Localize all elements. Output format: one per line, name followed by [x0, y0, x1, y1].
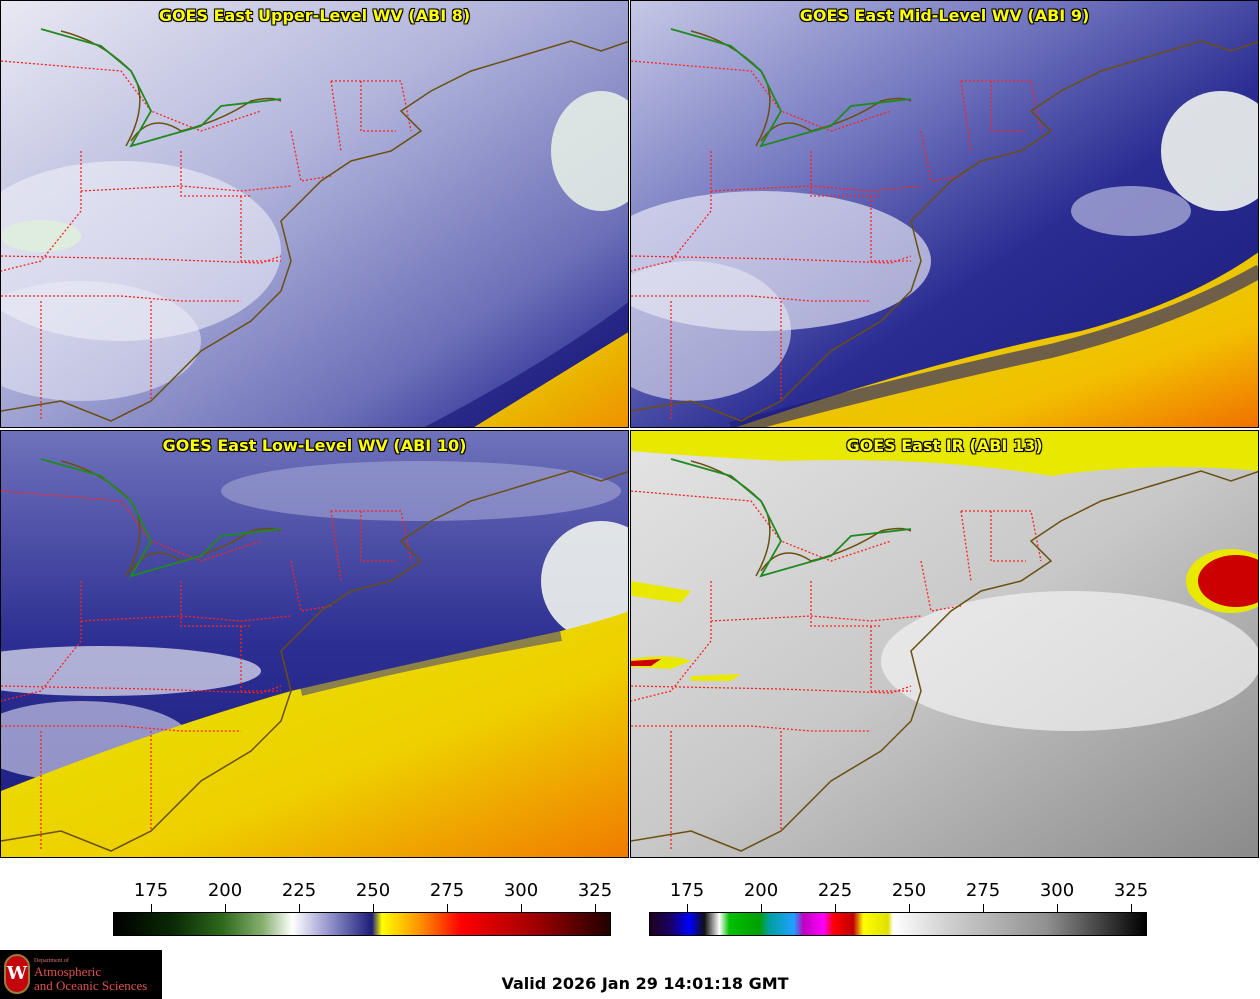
- ir-tick-label: 225: [817, 880, 853, 901]
- mid-level-wv-image: [631, 1, 1258, 427]
- valid-time: Valid 2026 Jan 29 14:01:18 GMT: [501, 974, 789, 993]
- upper-level-wv-image: [1, 1, 628, 427]
- panel-title: GOES East Low-Level WV (ABI 10): [162, 436, 467, 455]
- ir-tick-label: 200: [743, 880, 779, 901]
- tick-mark: [1131, 904, 1132, 912]
- ir-colorbar: [649, 912, 1147, 936]
- tick-mark: [373, 904, 374, 912]
- logo-line1: Atmospheric: [34, 964, 102, 979]
- tick-mark: [151, 904, 152, 912]
- tick-mark: [909, 904, 910, 912]
- wv-tick-label: 300: [503, 880, 539, 901]
- tick-mark: [1057, 904, 1058, 912]
- tick-mark: [761, 904, 762, 912]
- tick-mark: [299, 904, 300, 912]
- panel-upper-level-wv: GOES East Upper-Level WV (ABI 8): [0, 0, 629, 428]
- ir-tick-label: 175: [669, 880, 705, 901]
- tick-mark: [595, 904, 596, 912]
- ir-tick-label: 325: [1113, 880, 1149, 901]
- logo-line2: and Oceanic Sciences: [34, 978, 148, 993]
- ir-tick-label: 300: [1039, 880, 1075, 901]
- panel-title: GOES East IR (ABI 13): [846, 436, 1043, 455]
- tick-mark: [447, 904, 448, 912]
- tick-mark: [983, 904, 984, 912]
- logo-dept-text: Department of: [34, 958, 69, 964]
- tick-mark: [225, 904, 226, 912]
- panel-low-level-wv: GOES East Low-Level WV (ABI 10): [0, 430, 629, 858]
- wv-colorbar: [113, 912, 611, 936]
- low-level-wv-image: [1, 431, 628, 857]
- wv-tick-label: 200: [207, 880, 243, 901]
- ir-tick-label: 275: [965, 880, 1001, 901]
- panel-title: GOES East Upper-Level WV (ABI 8): [158, 6, 471, 25]
- ir-image: [631, 431, 1258, 857]
- tick-mark: [835, 904, 836, 912]
- ir-colorbar-ticks: 175 200 225 250 275 300 325: [649, 880, 1148, 914]
- wv-tick-label: 275: [429, 880, 465, 901]
- wv-tick-label: 225: [281, 880, 317, 901]
- tick-mark: [521, 904, 522, 912]
- panel-mid-level-wv: GOES East Mid-Level WV (ABI 9): [630, 0, 1259, 428]
- wv-tick-label: 250: [355, 880, 391, 901]
- uw-crest-icon: W: [4, 954, 30, 994]
- wv-tick-label: 175: [133, 880, 169, 901]
- tick-mark: [687, 904, 688, 912]
- panel-ir: GOES East IR (ABI 13): [630, 430, 1259, 858]
- panel-title: GOES East Mid-Level WV (ABI 9): [799, 6, 1090, 25]
- ir-tick-label: 250: [891, 880, 927, 901]
- aos-logo: W Department of Atmospheric and Oceanic …: [0, 950, 162, 999]
- wv-tick-label: 325: [577, 880, 613, 901]
- wv-colorbar-ticks: 175 200 225 250 275 300 325: [113, 880, 612, 914]
